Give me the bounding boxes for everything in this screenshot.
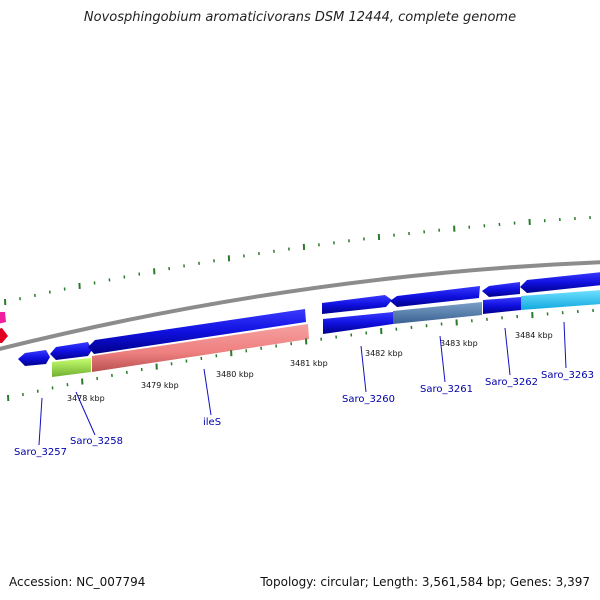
gene-arrow (88, 309, 306, 354)
magenta-feature (0, 312, 6, 324)
gene-arrow (520, 272, 600, 293)
gene-arrow (50, 342, 92, 360)
leader-line (38, 397, 43, 446)
inner-tick-ring (7, 308, 594, 402)
leader-line (439, 335, 446, 383)
scale-label: 3481 kbp (290, 359, 328, 368)
leader-line (504, 327, 511, 376)
rrna-feature (92, 324, 309, 372)
leader-line (203, 368, 212, 416)
gene-label: Saro_3260 (342, 394, 395, 405)
gene-arrow (322, 295, 392, 314)
scale-label: 3483 kbp (440, 339, 478, 348)
scale-label: 3479 kbp (141, 381, 179, 390)
leader-line (75, 391, 96, 436)
leader-line (360, 345, 367, 393)
cyan-feature (521, 290, 600, 310)
gene-arrow (18, 350, 50, 366)
gene-label: Saro_3258 (70, 436, 123, 447)
green-feature (52, 358, 91, 377)
leader-line (563, 321, 567, 369)
gene-label: Saro_3257 (14, 447, 67, 458)
gene-box (483, 297, 521, 314)
accession-text: Accession: NC_007794 (9, 575, 146, 589)
scale-label: 3480 kbp (216, 370, 254, 379)
gene-arrow (482, 282, 520, 297)
scale-label: 3482 kbp (365, 349, 403, 358)
map-title: Novosphingobium aromaticivorans DSM 1244… (83, 10, 517, 25)
topology-text: Topology: circular; Length: 3,561,584 bp… (260, 575, 590, 589)
gene-box (323, 312, 393, 334)
red-feature (0, 328, 8, 343)
gene-label: Saro_3262 (485, 377, 538, 388)
outer-tick-ring (4, 216, 591, 306)
steel-feature (393, 302, 482, 324)
gene-label: Saro_3261 (420, 384, 473, 395)
scale-label: 3478 kbp (67, 394, 105, 403)
gene-arrow (390, 286, 480, 307)
genome-backbone (0, 260, 600, 351)
scale-label: 3484 kbp (515, 331, 553, 340)
gene-label: ileS (203, 417, 221, 428)
gene-label: Saro_3263 (541, 370, 594, 381)
